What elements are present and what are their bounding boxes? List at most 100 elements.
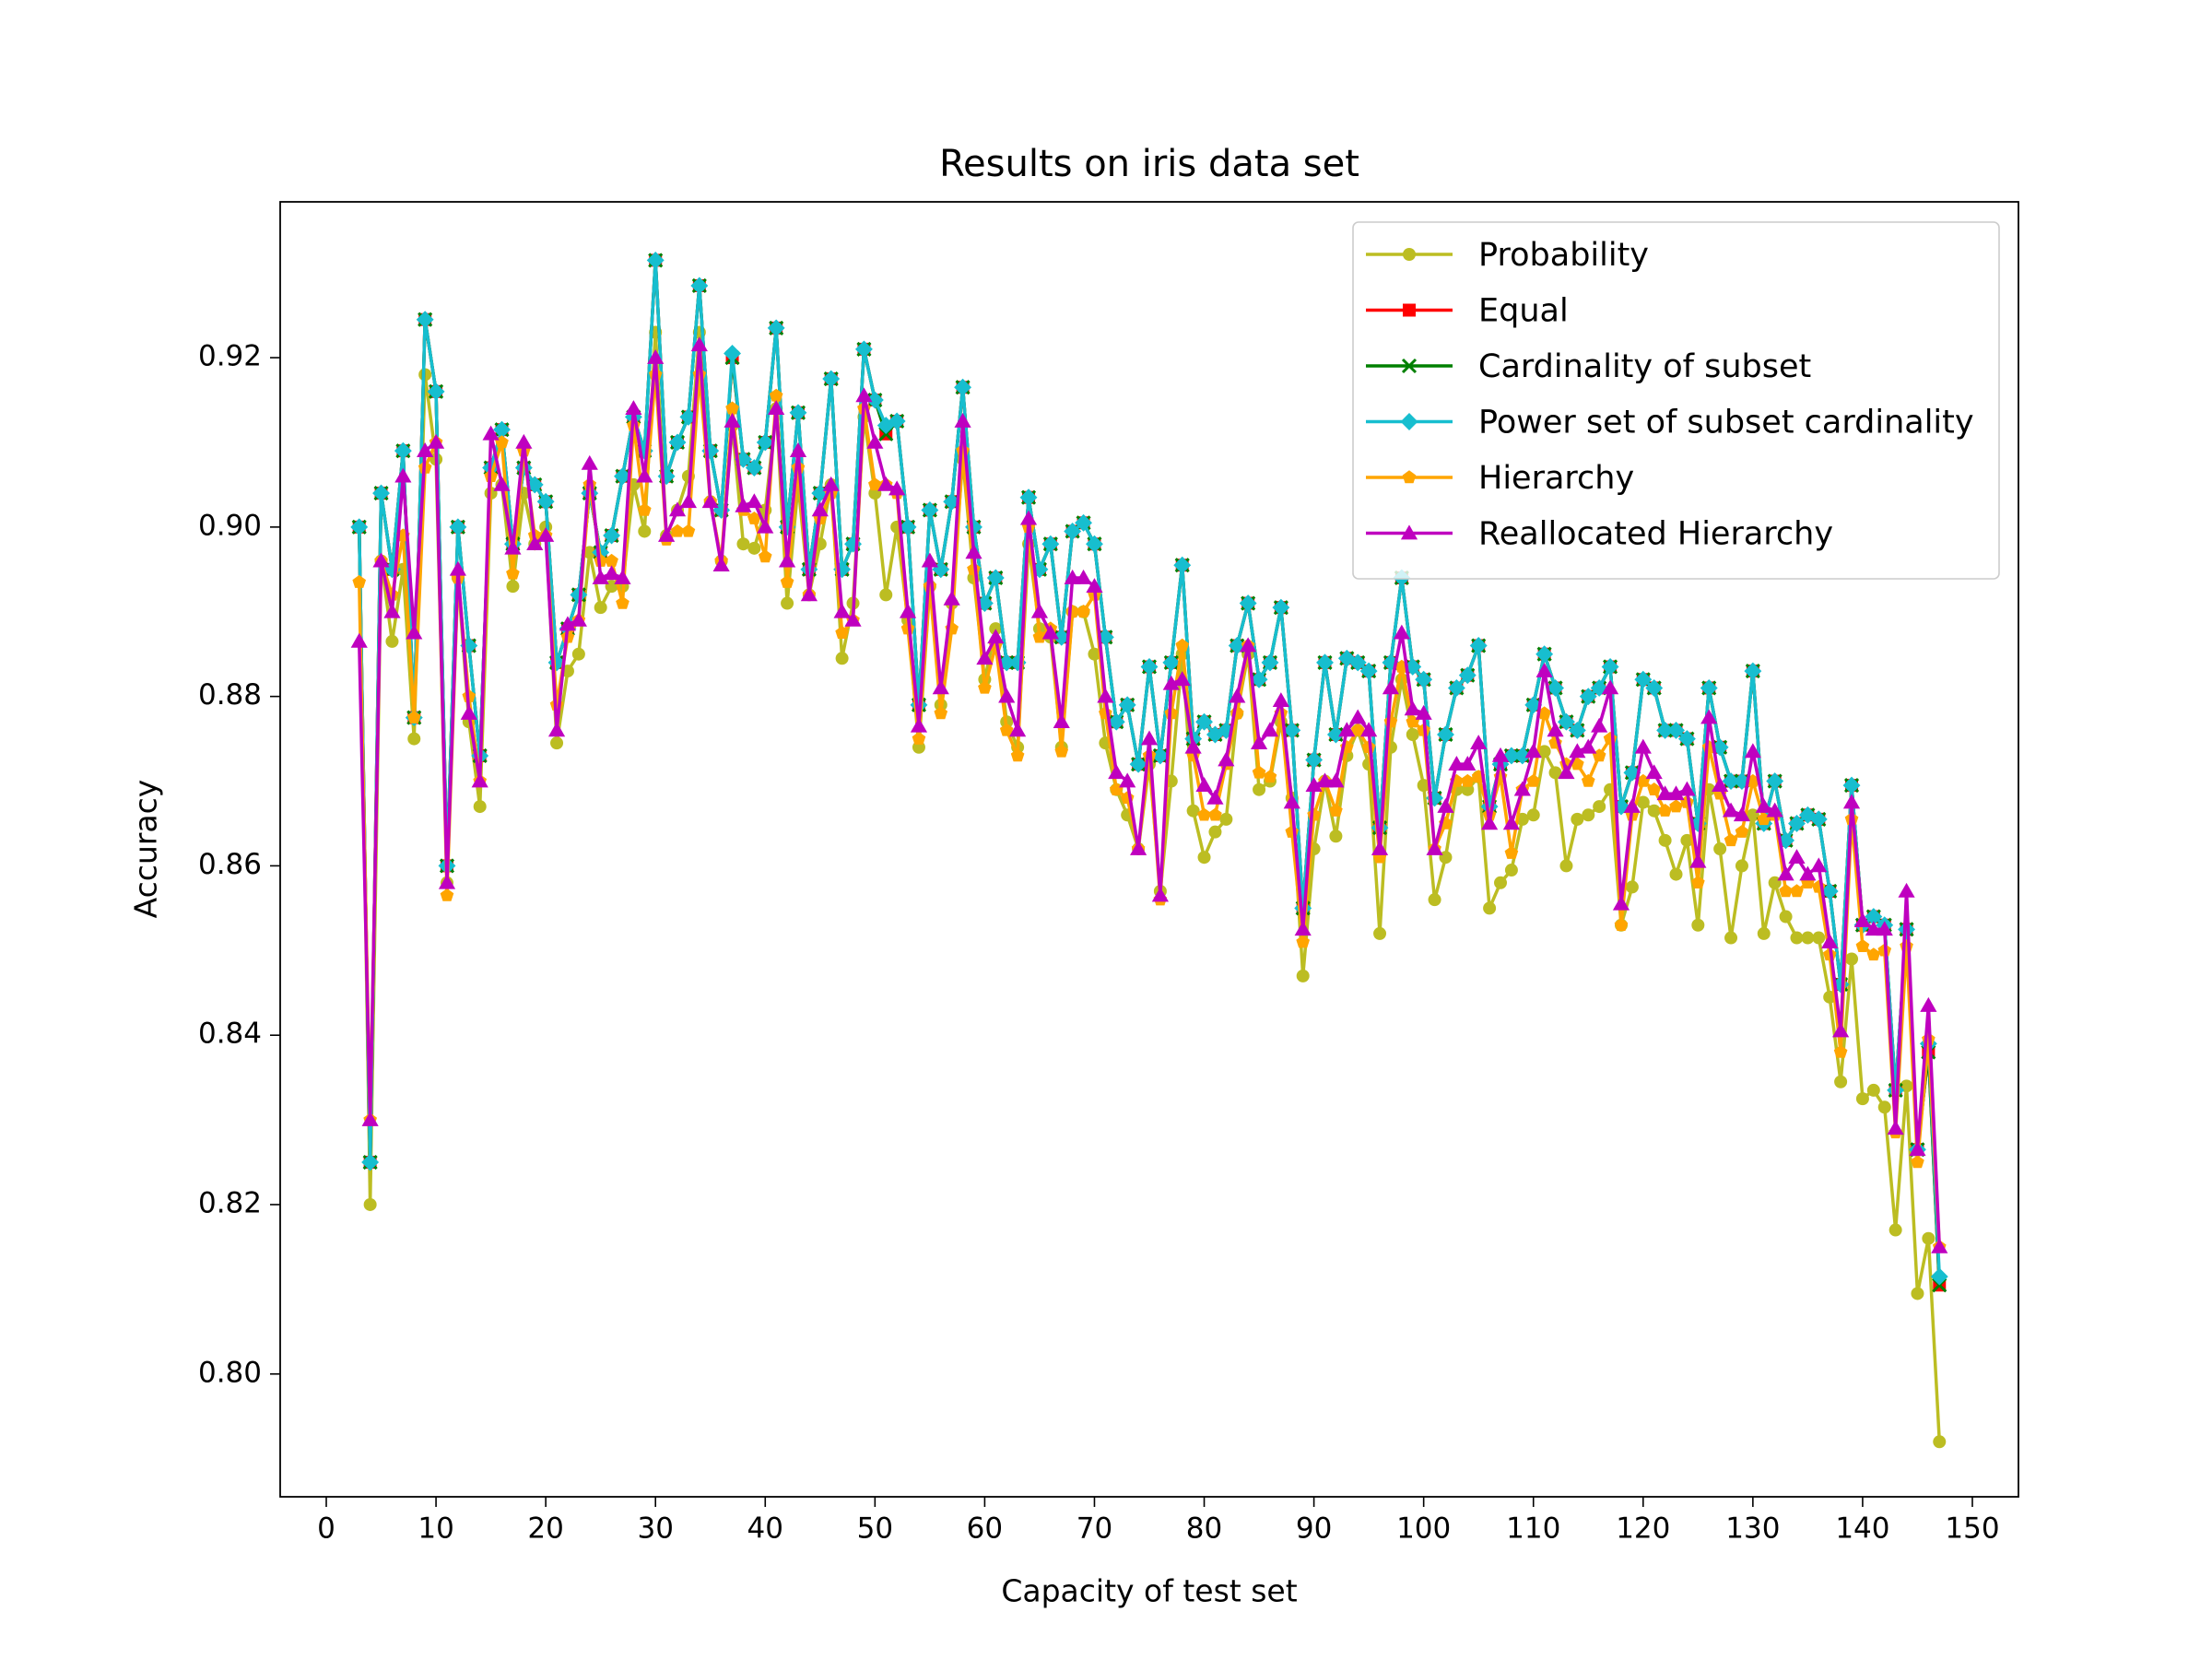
y-tick-label: 0.88 [198, 678, 262, 712]
point [1535, 645, 1554, 664]
point [525, 476, 544, 494]
point [1691, 918, 1705, 932]
point [1581, 773, 1595, 787]
point [747, 511, 761, 524]
point [1909, 1141, 1926, 1157]
point [460, 704, 477, 720]
point [1537, 706, 1551, 720]
x-tick-label: 60 [967, 1512, 1003, 1546]
point [1447, 678, 1465, 697]
point [879, 588, 893, 602]
point [1406, 727, 1419, 741]
point [1140, 730, 1159, 746]
point [690, 336, 708, 352]
point [1777, 865, 1794, 881]
point [1601, 679, 1619, 695]
point [756, 433, 774, 452]
point [1779, 910, 1793, 924]
point [1647, 782, 1662, 795]
point [1557, 712, 1575, 731]
point [1623, 797, 1641, 813]
point [725, 401, 739, 415]
point [1283, 794, 1300, 809]
point [888, 480, 906, 496]
point [547, 653, 566, 672]
point [1558, 764, 1575, 780]
point [1535, 662, 1553, 677]
point [614, 467, 631, 486]
point [1667, 721, 1685, 739]
point [1217, 721, 1235, 739]
point [582, 546, 596, 559]
point [1088, 647, 1101, 661]
point [1855, 939, 1870, 952]
point [1502, 815, 1521, 830]
point [789, 404, 807, 422]
point [1593, 800, 1606, 814]
point [1669, 799, 1683, 813]
point [1766, 772, 1784, 790]
point [701, 493, 719, 509]
point [681, 524, 696, 537]
point [1458, 666, 1477, 685]
point [998, 688, 1016, 703]
point [1053, 713, 1070, 729]
point [1580, 738, 1597, 754]
point [712, 557, 730, 572]
point [1504, 845, 1519, 859]
point [1820, 882, 1839, 900]
point [636, 467, 653, 483]
point [1711, 738, 1729, 757]
point [1842, 794, 1861, 809]
point [1809, 810, 1828, 829]
point [866, 433, 884, 449]
point [1208, 825, 1222, 839]
point [372, 484, 390, 502]
point [1636, 795, 1650, 809]
point [361, 1111, 379, 1126]
point [1240, 637, 1257, 653]
point [1801, 931, 1815, 945]
point [1010, 748, 1025, 762]
point [965, 518, 982, 536]
point [1229, 688, 1246, 703]
point [1415, 670, 1433, 688]
legend-marker [1401, 358, 1418, 374]
point [350, 518, 369, 536]
plot-frame [279, 201, 2019, 1498]
point [471, 772, 488, 788]
legend-marker [1403, 248, 1416, 261]
point [1922, 1231, 1936, 1245]
point [1833, 1044, 1848, 1058]
point [1329, 830, 1343, 843]
point [647, 348, 665, 364]
point [1766, 802, 1783, 818]
point [1009, 722, 1027, 737]
point [1097, 688, 1114, 703]
point [1064, 569, 1081, 584]
point [822, 476, 840, 491]
point [493, 420, 511, 439]
point [989, 622, 1003, 636]
point [625, 400, 642, 416]
point [1799, 865, 1817, 881]
point [550, 736, 564, 750]
point [1348, 653, 1367, 672]
point [1173, 671, 1191, 687]
point [1261, 653, 1279, 672]
point [1250, 735, 1268, 750]
point [1075, 569, 1092, 584]
series [350, 336, 1948, 1253]
point [449, 518, 467, 536]
point [1513, 781, 1531, 796]
point [986, 569, 1005, 587]
point [1658, 803, 1672, 817]
point [1788, 815, 1806, 832]
point [999, 723, 1014, 736]
point [1129, 755, 1147, 773]
point [614, 569, 631, 584]
point [417, 442, 434, 457]
point [1041, 535, 1060, 553]
point [1526, 773, 1541, 787]
legend-label: Hierarchy [1478, 460, 1634, 497]
